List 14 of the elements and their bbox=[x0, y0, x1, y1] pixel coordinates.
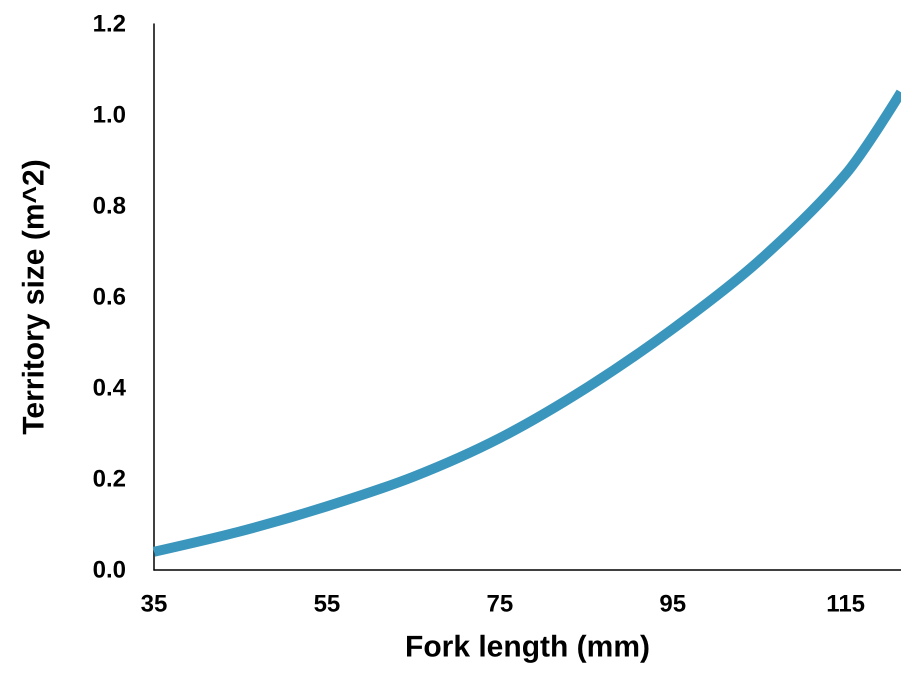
y-tick-label: 0.8 bbox=[92, 192, 126, 220]
y-tick-label: 0.2 bbox=[92, 466, 126, 492]
x-tick-label: 55 bbox=[314, 590, 340, 618]
x-tick-label: 35 bbox=[140, 590, 168, 618]
x-tick-label: 75 bbox=[486, 590, 514, 618]
y-tick-label: 0.6 bbox=[92, 284, 126, 310]
y-tick-label: 1.0 bbox=[92, 102, 126, 128]
x-tick-label: 95 bbox=[659, 590, 686, 618]
x-tick-label: 115 bbox=[826, 590, 866, 618]
y-axis-title: Territory size (m^2) bbox=[18, 159, 50, 435]
y-tick-label: 0.0 bbox=[92, 556, 126, 584]
y-tick-label: 1.2 bbox=[92, 10, 126, 38]
y-tick-label: 0.4 bbox=[92, 374, 127, 402]
x-axis-title: Fork length (mm) bbox=[405, 630, 650, 664]
